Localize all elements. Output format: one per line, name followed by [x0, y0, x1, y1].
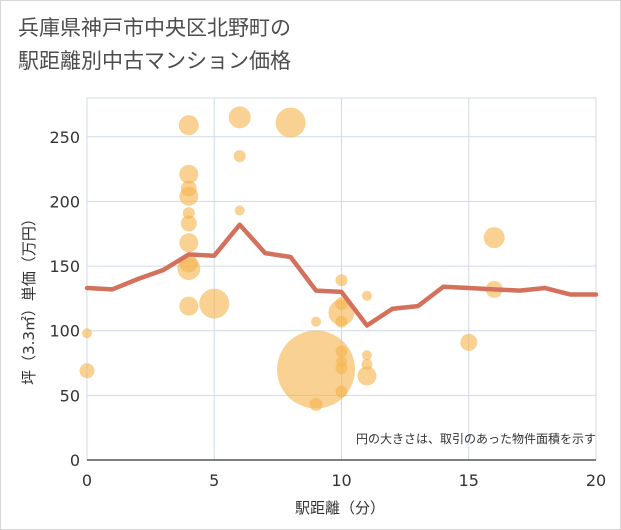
x-tick-label: 0	[82, 471, 92, 490]
grid-lines	[86, 97, 597, 461]
bubble-point	[277, 330, 356, 409]
bubble-point	[82, 328, 92, 339]
bubble-point	[361, 290, 372, 301]
tick-labels: 0 50 100 150 200 250 0 5 10 15 20	[49, 128, 606, 490]
y-tick-label: 50	[60, 386, 80, 405]
bubble-point	[179, 164, 199, 184]
bubble-point	[335, 345, 348, 358]
x-tick-label: 20	[586, 471, 606, 490]
y-tick-label: 100	[49, 322, 80, 341]
x-tick-label: 10	[331, 471, 351, 490]
bubble-point	[228, 106, 251, 129]
x-axis-label: 駅距離（分）	[295, 499, 385, 517]
bubble-point	[233, 150, 246, 163]
chart-title: 兵庫県神戸市中央区北野町の 駅距離別中古マンション価格	[18, 16, 291, 73]
y-tick-label: 0	[70, 451, 80, 470]
y-axis-label: 坪（3.3㎡）単価（万円）	[20, 211, 38, 385]
bubble-point	[335, 315, 348, 328]
bubble-point	[335, 274, 348, 287]
bubble-point	[328, 299, 355, 326]
bubble-point	[275, 107, 306, 138]
bubble-point	[199, 288, 230, 319]
bubble-point	[178, 115, 199, 136]
bubble-point	[311, 316, 322, 327]
bubble-point	[79, 363, 95, 379]
bubble-point	[179, 296, 199, 316]
bubble-point	[460, 333, 478, 351]
bubble-point	[309, 397, 323, 411]
size-legend-note: 円の大きさは、取引のあった物件面積を示す	[356, 431, 596, 446]
bubble-point	[483, 227, 505, 249]
trend-line-series	[84, 222, 599, 328]
bubble-series	[79, 106, 505, 411]
bubble-point	[361, 350, 372, 361]
bubble-point	[357, 366, 377, 386]
y-tick-label: 200	[49, 192, 80, 211]
bubble-point	[177, 257, 201, 281]
bubble-point	[179, 186, 199, 206]
bubble-point	[335, 362, 348, 375]
x-tick-label: 5	[209, 471, 219, 490]
x-tick-label: 15	[459, 471, 479, 490]
y-tick-label: 150	[49, 257, 80, 276]
y-tick-label: 250	[49, 128, 80, 147]
bubble-point	[234, 205, 245, 216]
bubble-point	[179, 233, 199, 253]
bubble-point	[335, 385, 348, 398]
average-price-line	[84, 222, 599, 328]
bubble-point	[180, 215, 197, 232]
